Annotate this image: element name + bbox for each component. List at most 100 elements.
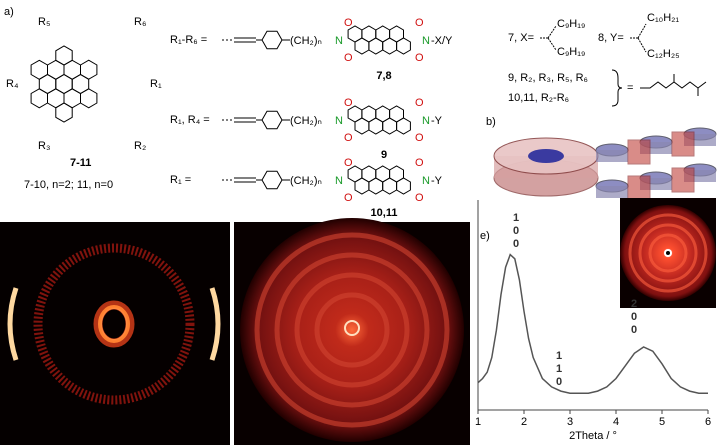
center-ring — [344, 320, 360, 336]
label: R₁, R₄ = — [170, 114, 210, 126]
ring — [261, 170, 283, 190]
label: R₁ — [150, 78, 162, 90]
peak-label: 110 — [553, 350, 565, 389]
label: O — [344, 17, 353, 29]
label: b) — [486, 116, 496, 128]
label: 9, R₂, R₃, R₅, R₆ — [508, 72, 588, 84]
ring — [396, 37, 411, 55]
label: 7,8 — [376, 70, 391, 82]
label: = — [627, 82, 633, 94]
x-tick-label: 1 — [475, 416, 481, 428]
label: 7, X= — [508, 32, 534, 44]
label: 7-10, n=2; 11, n=0 — [24, 179, 113, 191]
pdi-layer — [671, 167, 695, 193]
ring — [628, 213, 708, 293]
label: O — [415, 97, 424, 109]
pdi-layer — [627, 175, 651, 201]
label: R₁ = — [170, 174, 191, 186]
ring — [314, 292, 390, 368]
ring — [261, 30, 283, 50]
label: N — [335, 35, 343, 47]
label: 10,11 — [371, 207, 398, 219]
label: O — [415, 52, 424, 64]
xrd-curve — [477, 253, 708, 394]
label: -Y — [431, 175, 443, 187]
label: O — [415, 17, 424, 29]
label: C₁₀H₂₁ — [647, 12, 679, 24]
x-tick-label: 6 — [705, 416, 711, 428]
label: O — [344, 192, 353, 204]
label: e) — [480, 230, 490, 242]
label: O — [344, 97, 353, 109]
x-tick-label: 3 — [567, 416, 573, 428]
peak-label: 200 — [628, 298, 640, 337]
label: (CH₂)ₙ — [290, 175, 322, 187]
disk — [240, 218, 464, 442]
ring — [55, 102, 73, 123]
ring — [254, 232, 450, 428]
label: C₉H₁₉ — [557, 18, 585, 30]
label: 9 — [381, 149, 387, 161]
branch — [540, 25, 557, 51]
ring — [30, 88, 48, 109]
ring — [80, 88, 98, 109]
ring — [80, 59, 98, 80]
arc — [209, 287, 221, 361]
label: C₉H₁₉ — [557, 46, 585, 58]
pdi-layer — [627, 139, 651, 165]
label: O — [344, 132, 353, 144]
ring — [396, 117, 411, 135]
label: R₆ — [134, 16, 146, 28]
ring — [98, 305, 130, 343]
ring — [294, 272, 410, 388]
ring — [648, 233, 688, 273]
halo — [33, 243, 195, 405]
label: R₂ — [134, 140, 146, 152]
disc-core — [528, 149, 564, 163]
label: N — [422, 175, 430, 187]
arc — [7, 287, 19, 361]
label: 8, Y= — [598, 32, 624, 44]
ring — [638, 223, 698, 283]
column-side — [596, 150, 628, 162]
label: R₁-R₆ = — [170, 34, 207, 46]
label: (CH₂)ₙ — [290, 115, 322, 127]
alkyl-chain — [640, 74, 707, 96]
label: N — [335, 175, 343, 187]
ring — [55, 45, 73, 66]
peak-label: 100 — [510, 212, 522, 251]
ring — [396, 177, 411, 195]
label: O — [415, 132, 424, 144]
brace — [611, 69, 623, 107]
label: (CH₂)ₙ — [290, 35, 322, 47]
ring — [274, 252, 430, 408]
ring — [30, 59, 48, 80]
label: N — [422, 35, 430, 47]
x-axis-title: 2Theta / ° — [569, 430, 617, 442]
label: R₃ — [38, 140, 50, 152]
label: 10,11, R₂-R₆ — [508, 92, 569, 104]
label: 7-11 — [70, 157, 91, 169]
pdi-layer — [671, 131, 695, 157]
column-side — [596, 186, 628, 198]
label: -Y — [431, 115, 443, 127]
ring — [261, 110, 283, 130]
label: N — [335, 115, 343, 127]
label: N — [422, 115, 430, 127]
label: a) — [4, 6, 14, 18]
label: O — [344, 52, 353, 64]
label: C₁₂H₂₅ — [647, 48, 680, 60]
label: O — [344, 157, 353, 169]
x-tick-label: 4 — [613, 416, 619, 428]
x-tick-label: 5 — [659, 416, 665, 428]
label: R₅ — [38, 16, 50, 28]
label: O — [415, 192, 424, 204]
branch — [630, 23, 647, 53]
label: -X/Y — [431, 35, 453, 47]
x-tick-label: 2 — [521, 416, 527, 428]
label: O — [415, 157, 424, 169]
label: R₄ — [6, 78, 19, 90]
beamstop — [666, 251, 670, 255]
